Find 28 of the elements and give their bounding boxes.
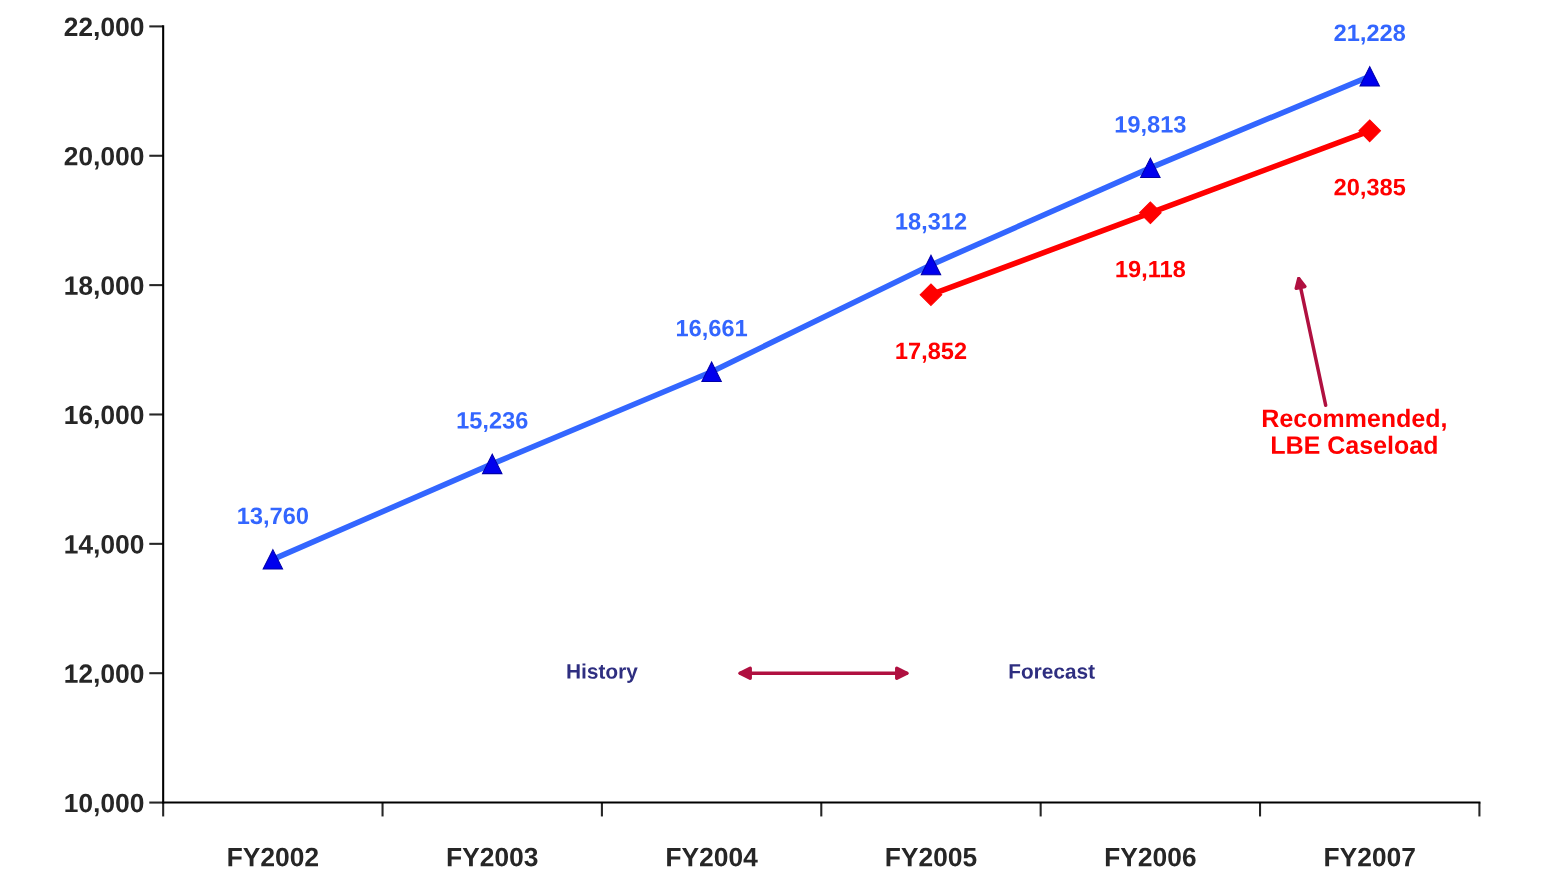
annotation: Forecast xyxy=(1009,664,1095,679)
x-tick-label: FY2002 xyxy=(228,847,319,867)
data-label: 15,236 xyxy=(457,411,528,433)
x-tick-label: FY2003 xyxy=(447,847,538,867)
data-label: 20,385 xyxy=(1334,178,1406,199)
annotation: Recommended, LBE Caseload xyxy=(1262,408,1446,455)
data-label: 18,312 xyxy=(896,213,967,234)
data-label: 13,760 xyxy=(238,507,308,528)
x-tick-label: FY2006 xyxy=(1105,847,1196,867)
x-tick-label: FY2004 xyxy=(667,847,758,867)
x-tick-label: FY2007 xyxy=(1325,847,1415,867)
data-label: 16,661 xyxy=(676,319,748,340)
point xyxy=(919,283,943,307)
y-tick-label: 18,000 xyxy=(65,276,144,299)
x-tick-label: FY2005 xyxy=(886,847,977,867)
y-tick-label: 12,000 xyxy=(65,664,144,687)
point xyxy=(1139,201,1162,225)
y-tick-label: 10,000 xyxy=(65,793,144,817)
data-label: 17,852 xyxy=(896,342,967,363)
data-label: 19,118 xyxy=(1116,260,1186,281)
point xyxy=(1358,119,1382,143)
y-tick-label: 22,000 xyxy=(64,17,144,41)
data-label: 21,228 xyxy=(1334,24,1406,45)
y-tick-label: 16,000 xyxy=(65,405,144,429)
y-tick-label: 14,000 xyxy=(65,534,144,558)
data-label: 19,813 xyxy=(1115,115,1186,137)
y-tick-label: 20,000 xyxy=(64,146,144,170)
annotation: History xyxy=(567,663,638,683)
